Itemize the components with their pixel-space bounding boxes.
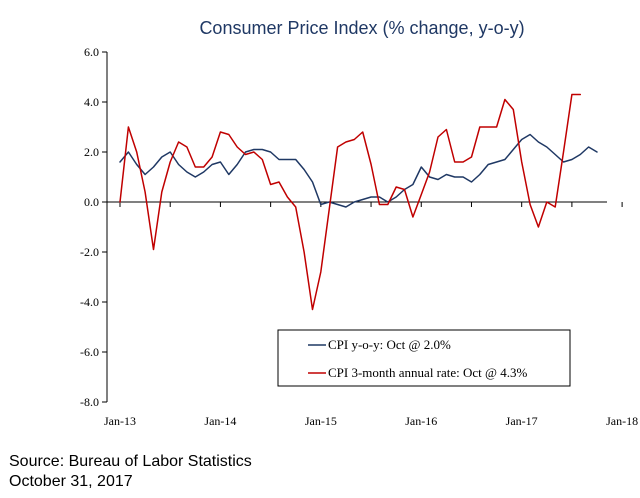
x-tick-label: Jan-16 <box>405 414 437 428</box>
x-tick-label: Jan-18 <box>606 414 638 428</box>
date-note: October 31, 2017 <box>9 473 133 490</box>
series-line-0 <box>119 133 598 208</box>
legend-label-cpi-yoy: CPI y-o-y: Oct @ 2.0% <box>328 337 451 352</box>
y-tick-label: 6.0 <box>84 45 99 59</box>
x-tick-label: Jan-15 <box>305 414 337 428</box>
y-tick-label: -4.0 <box>80 295 99 309</box>
legend-label-cpi-3month: CPI 3-month annual rate: Oct @ 4.3% <box>328 365 528 380</box>
x-tick-label: Jan-17 <box>506 414 538 428</box>
x-tick-label: Jan-14 <box>204 414 236 428</box>
y-tick-label: -2.0 <box>80 245 99 259</box>
legend-box <box>277 329 571 387</box>
y-tick-label: 0.0 <box>84 195 99 209</box>
x-tick-label: Jan-13 <box>104 414 136 428</box>
y-tick-label: 2.0 <box>84 145 99 159</box>
legend: CPI y-o-y: Oct @ 2.0% CPI 3-month annual… <box>277 329 571 387</box>
plot-area: 6.0 4.0 2.0 0.0 -2.0 -4.0 -6.0 -8.0 Jan-13 Jan-14… <box>80 45 638 428</box>
y-tick-label: 4.0 <box>84 95 99 109</box>
y-tick-label: -8.0 <box>80 395 99 409</box>
source-note: Source: Bureau of Labor Statistics <box>9 453 252 470</box>
series-line-1 <box>119 93 582 311</box>
y-tick-label: -6.0 <box>80 345 99 359</box>
chart-title: Consumer Price Index (% change, y-o-y) <box>199 18 524 38</box>
